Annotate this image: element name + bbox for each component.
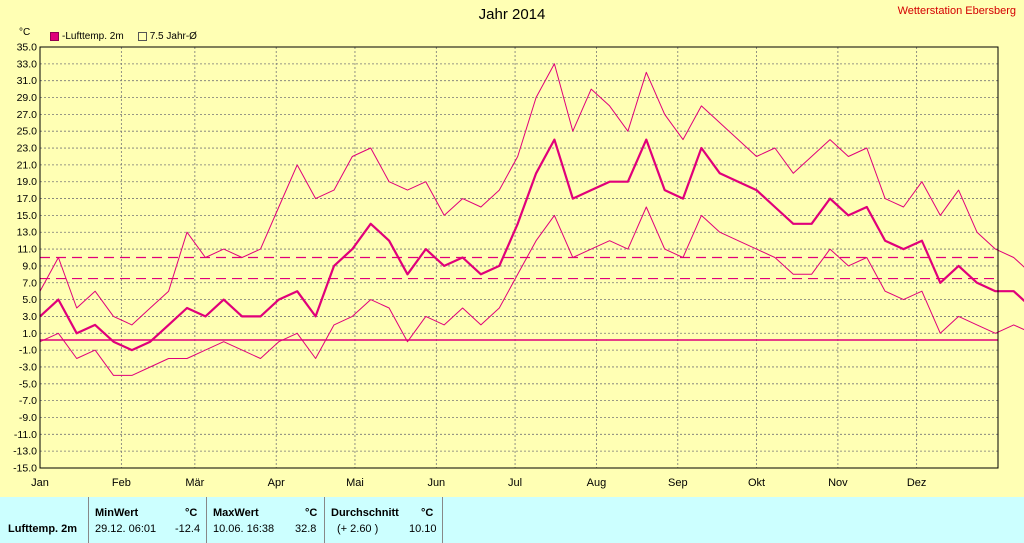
x-tick-label: Apr (268, 477, 285, 489)
max-date: 10.06. 16:38 (213, 523, 275, 535)
y-tick-label: -7.0 (19, 395, 37, 407)
avg-delta: (+ 2.60 ) (337, 523, 379, 535)
avg-header: Durchschnitt (331, 507, 399, 519)
y-tick-label: 7.0 (22, 277, 37, 289)
y-tick-label: -15.0 (13, 463, 37, 475)
y-tick-label: 9.0 (22, 260, 37, 272)
y-tick-label: 17.0 (17, 193, 38, 205)
y-tick-label: 35.0 (17, 42, 38, 54)
min-value: -12.4 (175, 523, 201, 535)
series-line-max (39, 63, 1024, 326)
stats-max-cell: MaxWert °C 10.06. 16:38 32.8 (206, 497, 325, 543)
y-tick-label: -5.0 (19, 378, 37, 390)
y-tick-label: -1.0 (19, 345, 37, 357)
x-tick-label: Sep (668, 477, 688, 489)
y-tick-label: -11.0 (14, 429, 37, 441)
avg-value: 10.10 (409, 523, 437, 535)
y-axis-tick-labels: 35.0 33.0 31.0 29.0 27.0 25.0 23.0 21.0 19.0 17.0… (13, 42, 37, 475)
station-name: Wetterstation Ebersberg (897, 5, 1016, 17)
plot-frame (39, 46, 999, 469)
y-tick-label: 1.0 (22, 328, 37, 340)
legend-swatch-temperature (50, 32, 59, 41)
chart-grid (40, 46, 998, 469)
y-tick-label: 25.0 (17, 126, 38, 138)
y-tick-label: 29.0 (17, 92, 38, 104)
legend-label-average: 7.5 Jahr-Ø (149, 31, 197, 42)
legend-label-temperature: -Lufttemp. 2m (62, 31, 124, 42)
x-tick-label: Jun (427, 477, 445, 489)
x-tick-label: Mai (346, 477, 364, 489)
y-tick-label: 13.0 (17, 227, 38, 239)
x-tick-label: Jan (31, 477, 49, 489)
min-unit-header: °C (185, 507, 198, 519)
y-axis-unit: °C (19, 27, 31, 38)
legend-swatch-average (137, 32, 147, 41)
temperature-chart: 35.0 33.0 31.0 29.0 27.0 25.0 23.0 21.0 19.0 17.0… (13, 42, 1024, 489)
statistics-panel: Lufttemp. 2m MinWert °C 29.12. 06:01 -12… (0, 497, 1024, 543)
y-tick-label: 31.0 (17, 75, 38, 87)
y-tick-label: -9.0 (19, 412, 37, 424)
series-line-min (39, 206, 1024, 376)
y-tick-label: 23.0 (17, 143, 38, 155)
x-tick-label: Nov (828, 477, 848, 489)
min-date: 29.12. 06:01 (95, 523, 157, 535)
x-tick-label: Feb (112, 477, 131, 489)
legend: -Lufttemp. 2m 7.5 Jahr-Ø (50, 31, 197, 42)
y-tick-label: 27.0 (17, 109, 38, 121)
x-tick-label: Dez (907, 477, 927, 489)
x-tick-label: Okt (748, 477, 765, 489)
x-tick-label: Jul (508, 477, 522, 489)
max-header: MaxWert (213, 507, 259, 519)
stats-row-label: Lufttemp. 2m (8, 523, 78, 535)
x-axis-tick-labels: Jan Feb Mär Apr Mai Jun Jul Aug Sep Okt Nov Dez (31, 477, 926, 489)
stats-min-cell: MinWert °C 29.12. 06:01 -12.4 (88, 497, 207, 543)
chart-series (39, 63, 1024, 376)
y-tick-label: 5.0 (22, 294, 37, 306)
y-tick-label: 11.0 (17, 244, 37, 256)
chart-title: Jahr 2014 (478, 6, 546, 23)
x-tick-label: Aug (587, 477, 607, 489)
stats-label-cell: Lufttemp. 2m (0, 497, 88, 543)
y-tick-label: 15.0 (17, 210, 38, 222)
y-tick-label: 3.0 (22, 311, 37, 323)
y-tick-label: 33.0 (17, 58, 38, 70)
stats-avg-cell: Durchschnitt °C (+ 2.60 ) 10.10 (324, 497, 443, 543)
y-tick-label: -13.0 (13, 446, 37, 458)
min-header: MinWert (95, 507, 139, 519)
avg-unit-header: °C (421, 507, 434, 519)
max-unit-header: °C (305, 507, 318, 519)
y-tick-label: -3.0 (19, 361, 37, 373)
y-tick-label: 19.0 (17, 176, 38, 188)
series-line-mean (39, 138, 1024, 352)
max-value: 32.8 (295, 523, 317, 535)
x-tick-label: Mär (185, 477, 204, 489)
reference-lines (40, 256, 998, 341)
y-tick-label: 21.0 (17, 159, 38, 171)
